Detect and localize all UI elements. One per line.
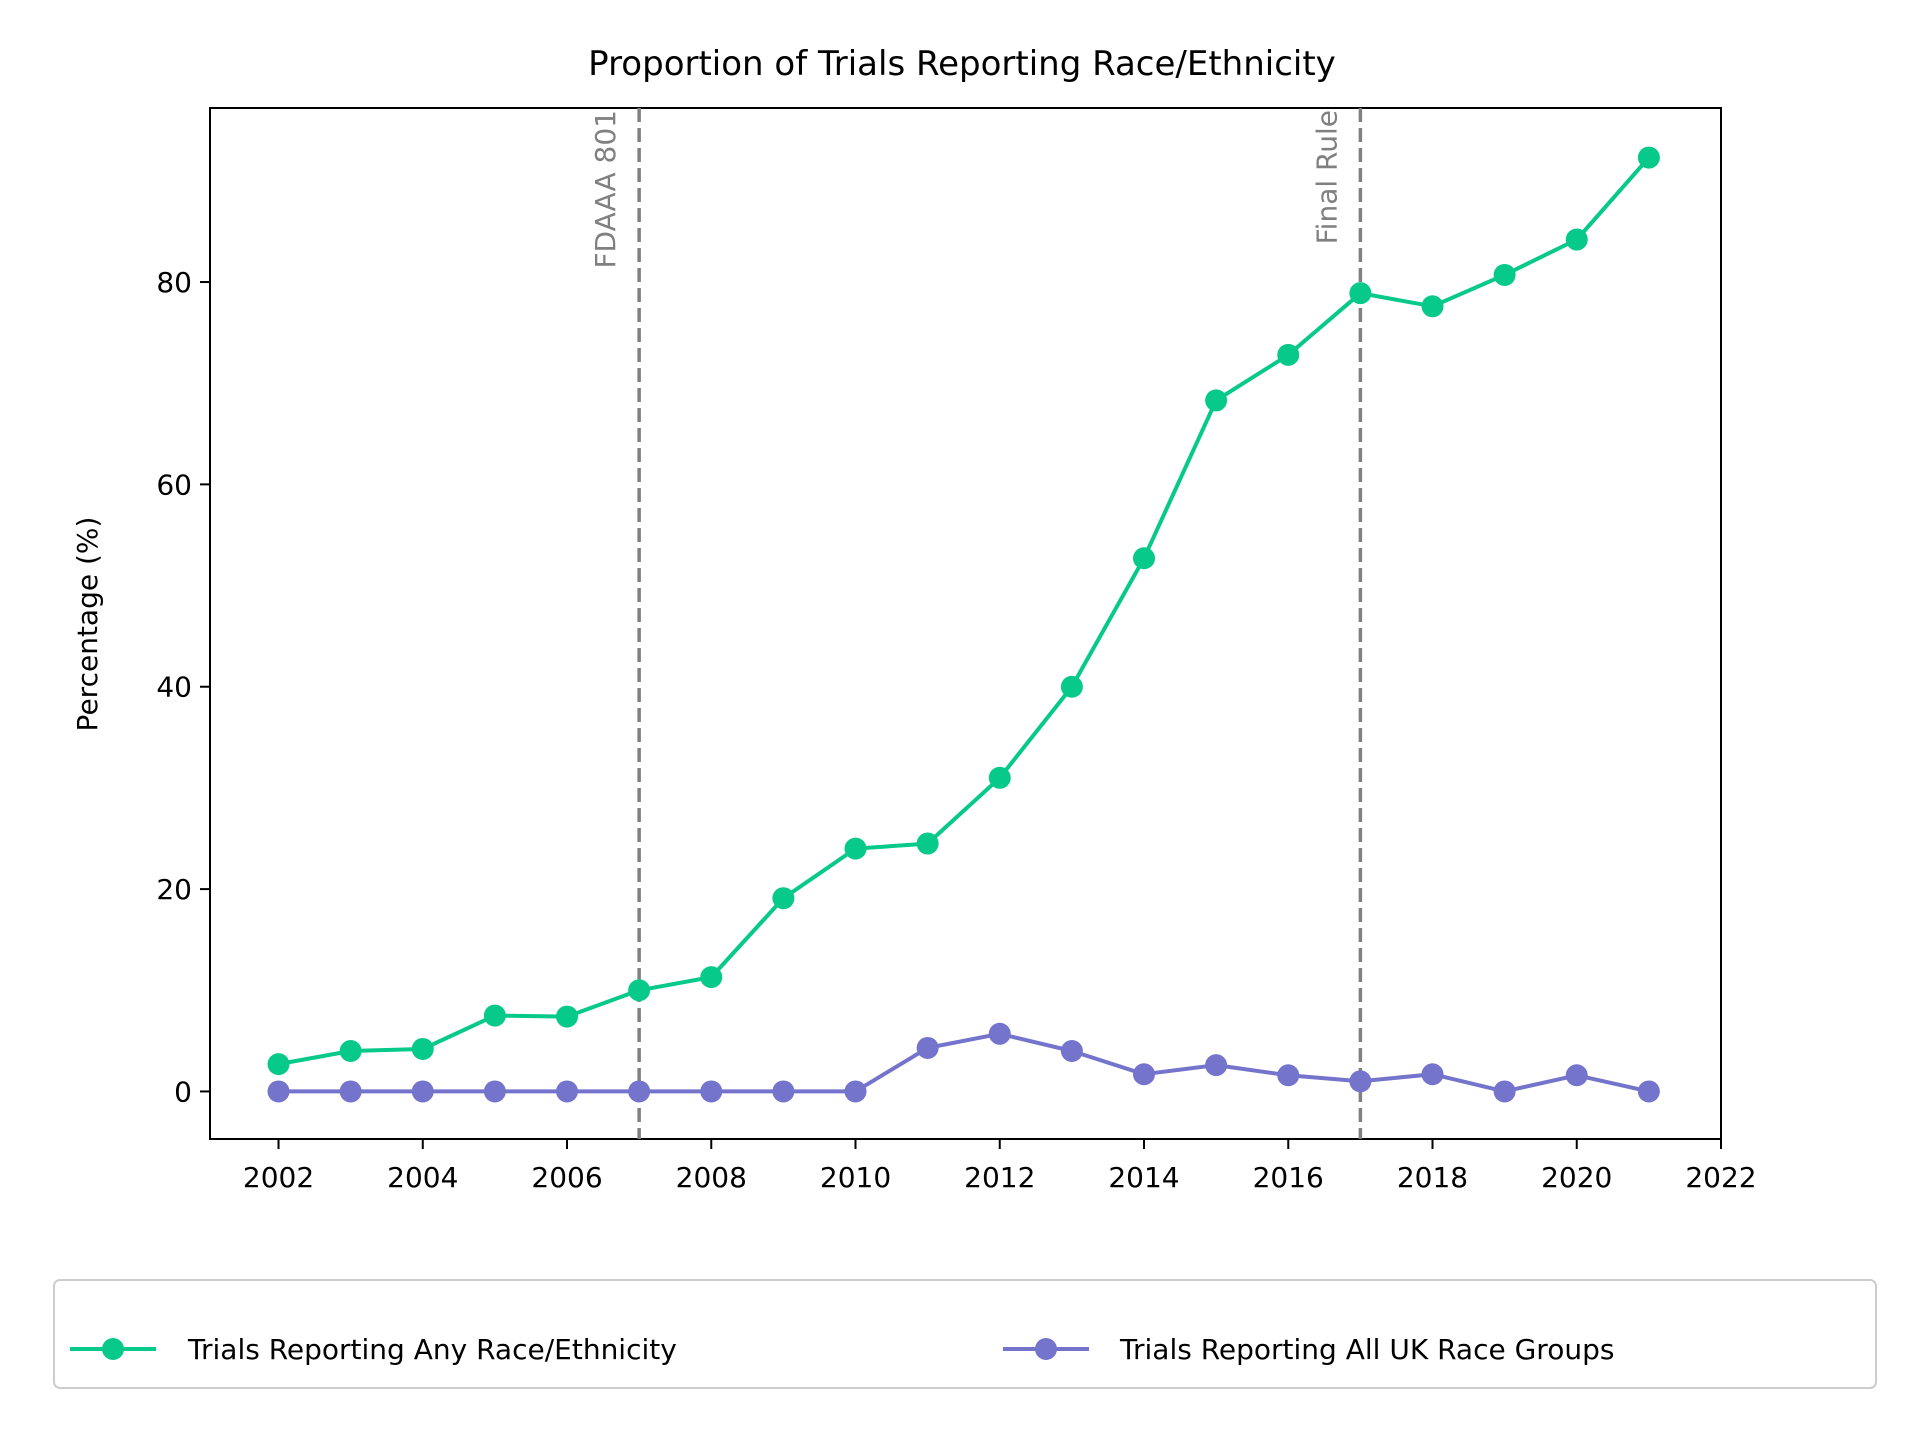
data-point [1277,343,1300,366]
data-point [1421,1063,1444,1086]
x-tick-label: 2010 [820,1161,891,1194]
y-tick-label: 40 [156,671,192,704]
series-line-0 [278,156,1651,1067]
legend-entry-all-uk: Trials Reporting All UK Race Groups [1003,1333,1614,1366]
x-tick-label: 2022 [1685,1161,1756,1194]
data-point [1637,146,1660,169]
data-point [844,837,867,860]
data-point [700,966,723,989]
legend-marker-all-uk [1035,1338,1057,1360]
y-tick-label: 20 [156,873,192,906]
y-axis-title: Percentage (%) [71,517,104,732]
legend-entry-any-race: Trials Reporting Any Race/Ethnicity [70,1333,677,1366]
data-point [772,887,795,910]
data-point [988,1022,1011,1045]
x-tick-label: 2012 [964,1161,1035,1194]
data-point [339,1039,362,1062]
x-tick-label: 2020 [1541,1161,1612,1194]
annotation-label: Final Rule [1310,110,1343,244]
data-point [339,1080,362,1103]
y-tick-label: 80 [156,266,192,299]
data-point [700,1080,723,1103]
legend-marker-any-race [102,1338,124,1360]
data-point [844,1080,867,1103]
data-point [556,1005,579,1028]
legend-frame [53,1279,1877,1389]
data-point [1133,1063,1156,1086]
data-point [988,766,1011,789]
data-point [1349,282,1372,305]
data-point [1493,1080,1516,1103]
data-point [1493,263,1516,286]
x-tick-label: 2006 [531,1161,602,1194]
data-point [1349,1070,1372,1093]
data-point [1637,1080,1660,1103]
x-tick-label: 2016 [1253,1161,1324,1194]
y-tick-label: 60 [156,468,192,501]
y-tick-label: 0 [174,1075,192,1108]
x-tick-label: 2008 [676,1161,747,1194]
x-tick-label: 2014 [1108,1161,1179,1194]
data-point [1060,675,1083,698]
data-point [1277,1064,1300,1087]
data-point [628,1080,651,1103]
data-point [556,1080,579,1103]
data-point [1060,1039,1083,1062]
legend: Trials Reporting Any Race/Ethnicity Tria… [53,1279,1877,1389]
legend-label-any-race: Trials Reporting Any Race/Ethnicity [187,1333,677,1366]
x-axis: 2002 2004 2006 2008 2010 2012 2014 2016 2018 2020… [243,1139,1757,1194]
data-point [1565,1064,1588,1087]
data-point [916,1036,939,1059]
data-point [1133,547,1156,570]
y-axis: 0 20 40 60 80 [156,266,210,1108]
data-point [1205,1054,1228,1077]
data-point [483,1080,506,1103]
data-point [411,1037,434,1060]
data-point [772,1080,795,1103]
annotation-label: FDAAA 801 [589,110,622,269]
legend-label-all-uk: Trials Reporting All UK Race Groups [1119,1333,1614,1366]
x-tick-label: 2004 [387,1161,458,1194]
data-point [1421,295,1444,318]
x-tick-label: 2018 [1397,1161,1468,1194]
x-tick-label: 2002 [243,1161,314,1194]
data-point [483,1004,506,1027]
data-point [916,832,939,855]
data-point [267,1080,290,1103]
data-point [1205,389,1228,412]
data-point [411,1080,434,1103]
series-layer [267,146,1660,1103]
chart-title: Proportion of Trials Reporting Race/Ethn… [588,44,1336,84]
data-point [628,979,651,1002]
data-point [267,1053,290,1076]
plot-frame [209,107,1722,1140]
series-line-1 [278,1031,1650,1094]
annotations: FDAAA 801 Final Rule [589,108,1363,1139]
data-point [1565,228,1588,251]
